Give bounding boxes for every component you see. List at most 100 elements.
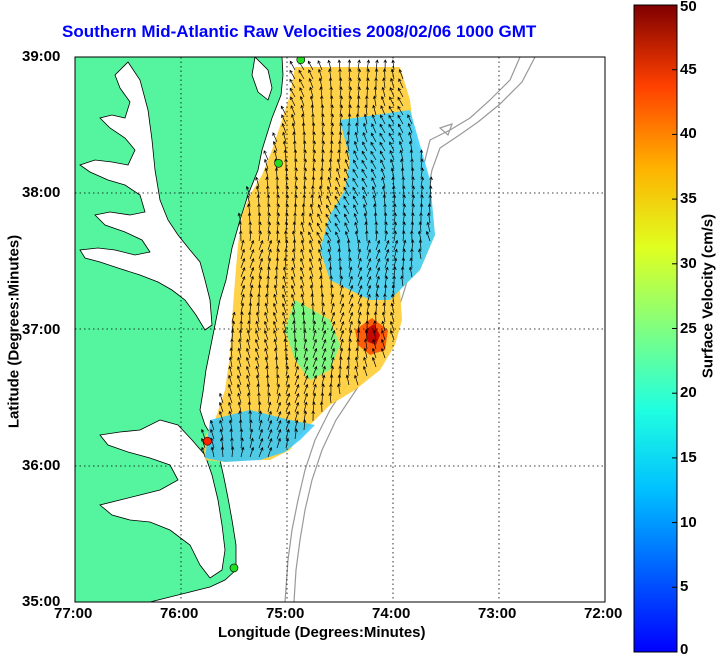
velocity-arrow [330, 284, 334, 296]
velocity-arrow [373, 212, 378, 224]
velocity-arrow [281, 122, 287, 134]
velocity-arrow [291, 122, 296, 134]
velocity-arrow [420, 167, 424, 179]
velocity-arrow [274, 356, 279, 368]
velocity-arrow [353, 212, 359, 224]
velocity-arrow [249, 293, 253, 305]
velocity-arrow [344, 158, 350, 170]
velocity-arrow [330, 302, 335, 314]
velocity-arrow [348, 320, 353, 332]
velocity-arrow [337, 248, 341, 260]
velocity-arrow [258, 410, 263, 422]
velocity-arrow [302, 185, 307, 197]
velocity-arrow [237, 383, 242, 395]
velocity-arrow [258, 248, 264, 260]
velocity-arrow [246, 347, 251, 359]
plot-frame [74, 56, 606, 603]
velocity-arrow [267, 419, 273, 431]
velocity-arrow [373, 86, 378, 98]
velocity-arrow [321, 320, 326, 332]
velocity-arrow [337, 149, 341, 161]
velocity-arrow [302, 320, 306, 332]
velocity-arrow [321, 365, 326, 377]
velocity-arrow [301, 113, 305, 125]
radar-station-marker [274, 158, 283, 168]
velocity-arrow [238, 329, 243, 341]
velocity-arrow [372, 347, 377, 359]
velocity-arrow [338, 131, 343, 143]
velocity-arrow [312, 365, 318, 377]
velocity-arrow [425, 230, 431, 242]
velocity-arrow [219, 428, 224, 440]
radar-station-marker [296, 57, 306, 65]
velocity-arrow [219, 419, 224, 431]
velocity-arrow [238, 221, 242, 233]
velocity-arrow [231, 320, 236, 332]
velocity-arrow [285, 401, 291, 413]
velocity-arrow [402, 194, 406, 206]
velocity-arrow [300, 104, 305, 116]
velocity-arrow [236, 374, 242, 386]
velocity-arrow [308, 257, 314, 269]
velocity-arrow [289, 60, 296, 71]
velocity-arrow [237, 347, 242, 359]
velocity-arrow [321, 374, 326, 386]
velocity-arrow [366, 59, 370, 71]
y-tick-label: 39:00 [22, 48, 61, 65]
velocity-arrow [255, 329, 260, 341]
velocity-arrow [373, 320, 377, 332]
velocity-arrow [371, 177, 377, 188]
velocity-arrow [393, 239, 399, 251]
velocity-arrow [374, 221, 378, 233]
velocity-arrow [408, 266, 413, 278]
velocity-arrow [402, 212, 406, 224]
velocity-arrow [312, 392, 317, 404]
velocity-arrow [347, 122, 351, 134]
velocity-arrow [309, 266, 314, 278]
velocity-arrow [258, 419, 263, 431]
velocity-arrow [280, 105, 287, 116]
velocity-arrow [230, 437, 234, 449]
velocity-arrow [200, 437, 206, 449]
velocity-arrow [218, 410, 224, 422]
y-tick-label: 36:00 [22, 456, 61, 474]
velocity-arrow [300, 248, 305, 260]
velocity-arrow [348, 311, 354, 323]
velocity-arrow [402, 239, 407, 251]
velocity-arrow [398, 68, 404, 80]
velocity-arrow [398, 123, 404, 134]
velocity-arrow [407, 114, 413, 125]
colorbar-tick-label: 30 [680, 254, 697, 272]
velocity-arrow [264, 338, 269, 350]
velocity-arrow [362, 195, 368, 206]
velocity-arrow [393, 221, 397, 233]
velocity-arrow [328, 167, 332, 179]
velocity-arrow [379, 150, 386, 161]
velocity-arrow [276, 419, 282, 431]
velocity-arrow [393, 212, 397, 224]
velocity-arrow [383, 212, 388, 224]
velocity-arrow [238, 410, 242, 422]
velocity-arrow [375, 239, 381, 251]
velocity-arrow [356, 95, 361, 107]
velocity-arrow [366, 68, 370, 80]
velocity-arrow [411, 176, 415, 188]
velocity-arrow [357, 302, 362, 314]
velocity-arrow [371, 168, 377, 179]
velocity-arrow [319, 401, 324, 413]
velocity-arrow [292, 131, 296, 143]
velocity-arrow [353, 140, 359, 152]
velocity-arrow [389, 329, 395, 341]
velocity-arrow [255, 320, 260, 332]
velocity-arrow [374, 230, 379, 242]
velocity-arrow [249, 446, 255, 458]
velocity-arrow [355, 113, 360, 125]
velocity-arrow [330, 104, 334, 116]
velocity-arrow [294, 176, 298, 188]
velocity-arrow [321, 311, 326, 323]
velocity-arrow [248, 410, 252, 422]
velocity-arrow [312, 374, 318, 386]
velocity-arrow [380, 114, 386, 125]
velocity-arrow [338, 68, 342, 80]
velocity-arrow [393, 257, 398, 269]
